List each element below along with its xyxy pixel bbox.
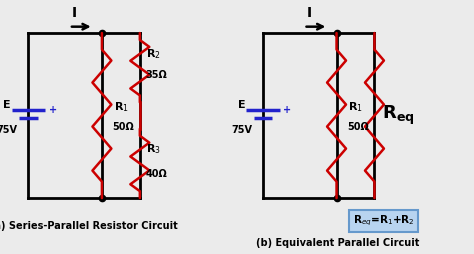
Text: R$_3$: R$_3$ xyxy=(146,143,161,156)
Text: +: + xyxy=(49,105,57,115)
Text: R$_{eq}$=R$_1$+R$_2$: R$_{eq}$=R$_1$+R$_2$ xyxy=(353,214,415,228)
Text: 40Ω: 40Ω xyxy=(146,169,167,179)
Text: R$_2$: R$_2$ xyxy=(146,47,161,61)
Text: R$_1$: R$_1$ xyxy=(114,100,128,114)
Text: 75V: 75V xyxy=(0,124,18,135)
Text: 50Ω: 50Ω xyxy=(112,122,134,132)
Text: E: E xyxy=(238,100,246,110)
Text: I: I xyxy=(307,6,312,20)
Text: +: + xyxy=(283,105,292,115)
Text: (b) Equivalent Parallel Circuit: (b) Equivalent Parallel Circuit xyxy=(256,237,419,248)
Text: 50Ω: 50Ω xyxy=(347,122,369,132)
Text: 75V: 75V xyxy=(231,124,252,135)
Text: (a) Series-Parallel Resistor Circuit: (a) Series-Parallel Resistor Circuit xyxy=(0,221,178,231)
Text: R$_1$: R$_1$ xyxy=(348,100,363,114)
Text: 35Ω: 35Ω xyxy=(146,70,167,80)
Text: E: E xyxy=(3,100,11,110)
Text: I: I xyxy=(72,6,77,20)
Text: R$_{\mathbf{eq}}$: R$_{\mathbf{eq}}$ xyxy=(382,104,415,127)
